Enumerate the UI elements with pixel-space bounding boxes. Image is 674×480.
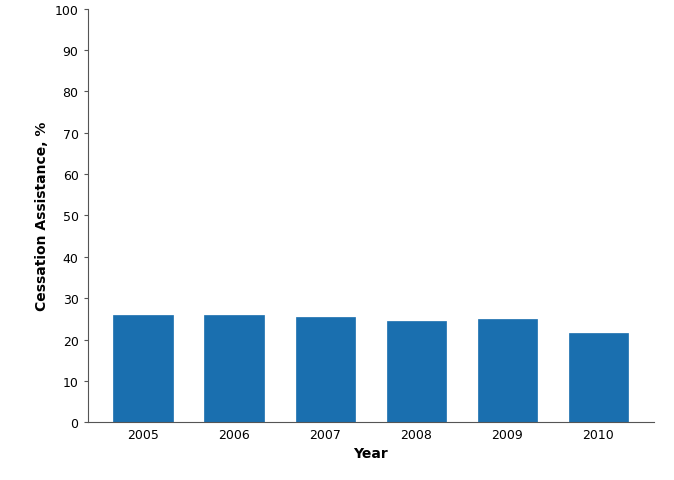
Bar <box>295 317 355 422</box>
Bar <box>204 315 264 422</box>
Y-axis label: Cessation Assistance, %: Cessation Assistance, % <box>35 121 49 311</box>
Bar <box>113 315 173 422</box>
Bar <box>569 334 628 422</box>
X-axis label: Year: Year <box>353 446 388 460</box>
Bar <box>478 319 537 422</box>
Bar <box>387 321 446 422</box>
